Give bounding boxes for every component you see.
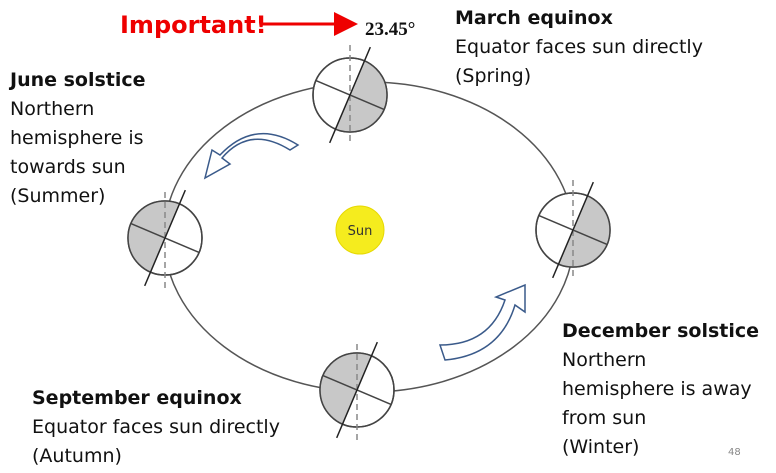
earth-june: [115, 187, 203, 289]
label-title: December solstice: [562, 320, 759, 342]
label-line: (Summer): [10, 185, 105, 207]
label-title: June solstice: [8, 69, 146, 91]
earth-september: [307, 339, 395, 441]
label-title: September equinox: [32, 387, 242, 409]
label-line: (Autumn): [32, 445, 122, 467]
label-line: (Winter): [562, 436, 639, 458]
sun-label: Sun: [348, 224, 373, 239]
important-label: Important!: [120, 11, 267, 39]
label-line: hemisphere is away: [562, 378, 752, 400]
label-line: (Spring): [455, 65, 531, 87]
arrow-left: [203, 132, 300, 180]
label-line: towards sun: [10, 156, 126, 178]
sun: [335, 205, 385, 255]
angle-label: 23.45°: [365, 19, 415, 40]
labels: March equinox Equator faces sun directly (…: [8, 7, 759, 467]
arrow-right: [438, 283, 526, 361]
earth-march: [312, 44, 400, 146]
label-line: Equator faces sun directly: [32, 416, 280, 438]
label-line: hemisphere is: [10, 127, 144, 149]
earth-december: [535, 179, 623, 281]
label-line: Northern: [562, 349, 646, 371]
label-title: March equinox: [455, 7, 613, 29]
label-line: Equator faces sun directly: [455, 36, 703, 58]
label-line: Northern: [10, 98, 94, 120]
page-number: 48: [728, 447, 741, 458]
label-line: from sun: [562, 407, 646, 429]
